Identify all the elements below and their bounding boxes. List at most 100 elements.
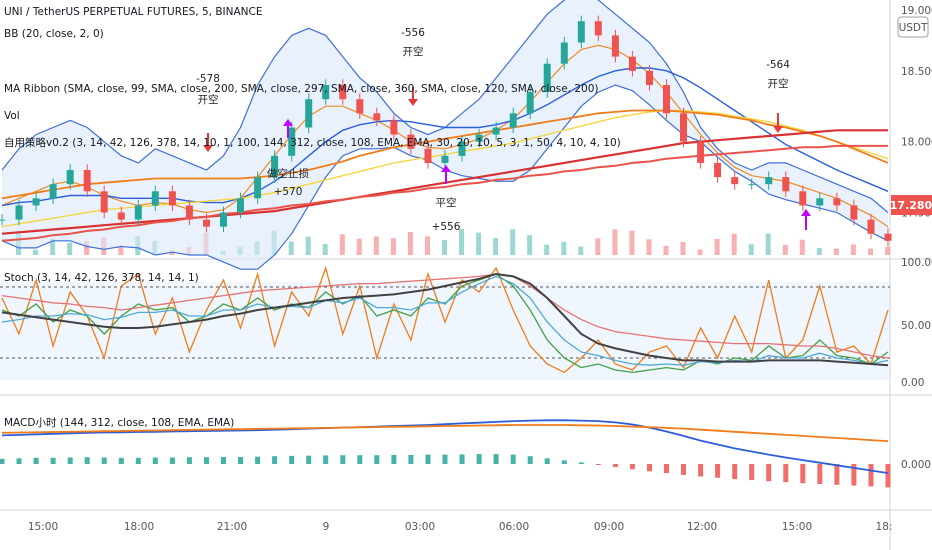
volume-bar bbox=[425, 236, 430, 255]
candle-body bbox=[203, 219, 210, 227]
macd-histogram-bar bbox=[340, 455, 346, 464]
volume-bar bbox=[442, 239, 447, 255]
ma-ribbon-indicator-label[interactable]: MA Ribbon (SMA, close, 99, SMA, close, 2… bbox=[4, 83, 599, 95]
macd-histogram-bar bbox=[851, 464, 857, 486]
macd-histogram-bar bbox=[135, 457, 141, 464]
currency-badge[interactable]: USDT bbox=[897, 16, 929, 38]
volume-bar bbox=[459, 229, 464, 255]
macd-histogram-bar bbox=[681, 464, 686, 475]
candle-body bbox=[611, 35, 619, 57]
candle-body bbox=[680, 113, 687, 142]
volume-bar bbox=[84, 241, 90, 255]
volume-bar bbox=[544, 244, 550, 255]
macd-histogram-bar bbox=[101, 457, 107, 464]
candle-body bbox=[66, 170, 74, 185]
price-pane-title[interactable]: UNI / TetherUS PERPETUAL FUTURES, 5, BIN… bbox=[4, 6, 262, 18]
macd-histogram-bar bbox=[578, 462, 584, 464]
volume-bar bbox=[595, 238, 601, 255]
time-tick-label: 18:00 bbox=[124, 521, 154, 533]
volume-bar bbox=[782, 244, 788, 255]
volume-bar bbox=[629, 230, 635, 255]
macd-histogram-bar bbox=[510, 454, 516, 464]
volume-bar bbox=[322, 243, 328, 255]
candle-body bbox=[32, 198, 40, 206]
candle-body bbox=[237, 198, 244, 213]
volume-bar bbox=[356, 238, 362, 255]
candle-body bbox=[271, 155, 279, 177]
macd-histogram-bar bbox=[493, 454, 499, 464]
volume-bar bbox=[339, 234, 345, 255]
candle-body bbox=[816, 198, 824, 206]
candle-body bbox=[833, 198, 841, 206]
candle-body bbox=[560, 42, 568, 64]
volume-bar bbox=[663, 245, 669, 255]
candle-body bbox=[509, 113, 517, 128]
macd-histogram-bar bbox=[374, 455, 380, 464]
candle-body bbox=[867, 219, 875, 234]
price-tick-label: 18.000 bbox=[901, 137, 932, 149]
macd-histogram-bar bbox=[783, 464, 789, 483]
volume-bar bbox=[67, 242, 73, 255]
time-tick-label: 09:00 bbox=[594, 521, 624, 533]
candle-body bbox=[748, 184, 756, 186]
macd-histogram-bar bbox=[629, 464, 635, 470]
candle-body bbox=[322, 85, 330, 100]
macd-histogram-bar bbox=[442, 454, 448, 464]
macd-histogram-bar bbox=[289, 455, 295, 464]
candle-body bbox=[83, 170, 91, 192]
bb-indicator-label[interactable]: BB (20, close, 2, 0) bbox=[4, 28, 104, 40]
volume-bar bbox=[799, 239, 805, 255]
annotation-1-value: -578 bbox=[196, 73, 220, 85]
sell-arrow-2 bbox=[408, 87, 418, 106]
macd-histogram-bar bbox=[749, 464, 755, 481]
annotation-1-label: 开空 bbox=[198, 93, 219, 106]
macd-histogram-bar bbox=[425, 454, 431, 464]
macd-histogram-bar bbox=[221, 457, 226, 464]
stoch-line-long bbox=[1, 273, 889, 359]
candle-body bbox=[850, 205, 858, 220]
time-tick-label: 03:00 bbox=[405, 521, 435, 533]
volume-bar bbox=[476, 232, 482, 255]
candle-body bbox=[356, 99, 364, 114]
candle-body bbox=[543, 63, 551, 92]
volume-bar bbox=[680, 242, 686, 255]
candle-body bbox=[424, 148, 432, 163]
candle-body bbox=[168, 191, 176, 206]
candle-body bbox=[373, 113, 381, 121]
macd-histogram-bar bbox=[885, 464, 891, 488]
time-tick-label: 06:00 bbox=[499, 521, 529, 533]
macd-histogram-bar bbox=[766, 464, 772, 482]
macd-histogram-bar bbox=[544, 458, 550, 464]
buy-arrow-3 bbox=[801, 209, 811, 230]
macd-histogram-bar bbox=[84, 457, 90, 464]
macd-histogram-bar bbox=[118, 457, 124, 464]
macd-histogram-bar bbox=[459, 454, 465, 464]
candle-body bbox=[799, 191, 807, 206]
price-line-sma-297 bbox=[1, 109, 889, 200]
stoch-pane-title[interactable]: Stoch (3, 14, 42, 126, 378, 14, 14, 1) bbox=[4, 272, 199, 284]
macd-pane-title[interactable]: MACD小时 (144, 312, close, 108, EMA, EMA) bbox=[4, 417, 234, 429]
macd-histogram-bar bbox=[715, 464, 721, 478]
macd-histogram-bar bbox=[476, 454, 482, 464]
price-axis-top-label: 19.000 bbox=[901, 5, 932, 17]
vol-indicator-label[interactable]: Vol bbox=[4, 110, 20, 122]
stoch-line-medium bbox=[1, 273, 889, 374]
macd-histogram-bar bbox=[186, 457, 192, 464]
candle-body bbox=[526, 92, 534, 114]
macd-histogram-bar bbox=[50, 457, 56, 464]
annotation-3-value: -556 bbox=[401, 27, 425, 39]
strategy-indicator-label[interactable]: 自用策略v0.2 (3, 14, 42, 126, 378, 14, 10, 1… bbox=[4, 136, 621, 149]
candle-body bbox=[254, 177, 262, 199]
annotation-3-label: 开空 bbox=[403, 45, 424, 58]
macd-tick-label: 0.000 bbox=[901, 459, 931, 471]
macd-histogram-bar bbox=[698, 464, 704, 477]
time-tick-label: 9 bbox=[323, 521, 330, 533]
candle-body bbox=[49, 184, 57, 199]
candle-body bbox=[646, 70, 653, 85]
candle-body bbox=[185, 205, 193, 220]
macd-histogram-bar bbox=[0, 458, 5, 464]
candle-body bbox=[731, 177, 739, 185]
candle-body bbox=[628, 56, 636, 71]
macd-line-signal bbox=[1, 424, 889, 442]
